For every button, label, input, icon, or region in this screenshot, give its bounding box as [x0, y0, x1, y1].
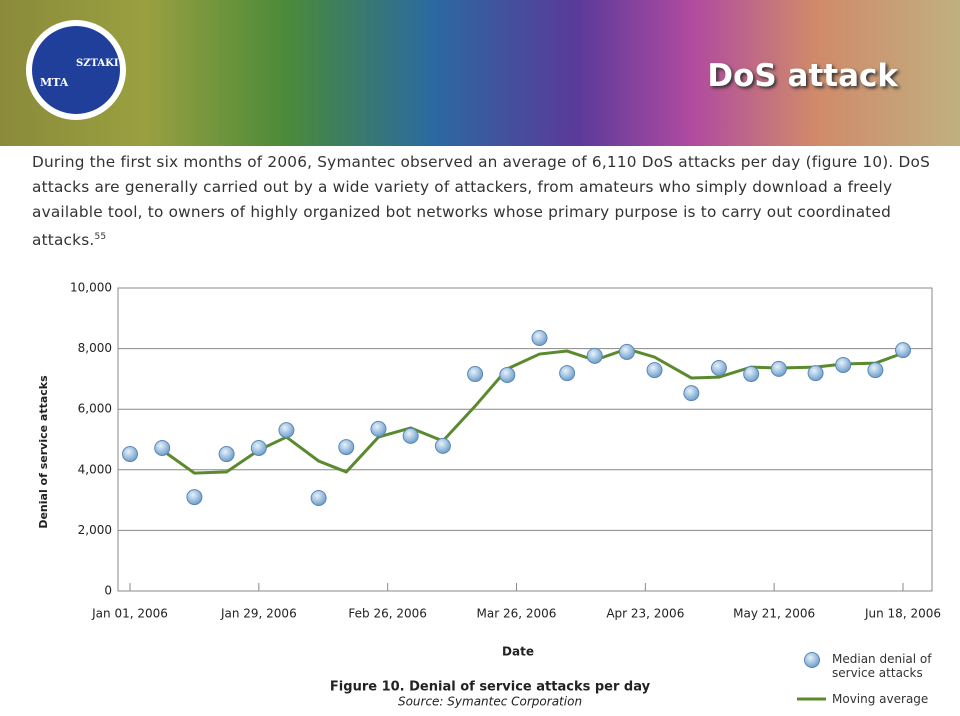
- data-point: [531, 329, 548, 346]
- y-tick-label: 6,000: [78, 402, 112, 416]
- data-point: [499, 366, 516, 383]
- logo-text: SZTAKI: [76, 58, 119, 69]
- data-point: [154, 439, 171, 456]
- data-point: [402, 427, 419, 444]
- line-series: [161, 347, 904, 475]
- footnote: 55: [94, 232, 107, 242]
- data-point: [895, 342, 911, 359]
- data-point: [835, 356, 852, 373]
- data-point: [618, 343, 635, 360]
- data-point: [467, 366, 484, 383]
- data-point: [310, 489, 327, 506]
- data-point: [186, 489, 203, 506]
- figure-source: Source: Symantec Corporation: [398, 695, 582, 709]
- data-point: [867, 362, 884, 379]
- y-tick-label: 0: [104, 584, 112, 598]
- y-tick-label: 8,000: [78, 341, 112, 355]
- logo: MTA SZTAKI: [26, 20, 126, 120]
- figure-caption: Figure 10. Denial of service attacks per…: [330, 680, 651, 695]
- y-tick-label: 10,000: [70, 281, 112, 295]
- data-point: [434, 437, 451, 454]
- slide-title: DoS attack: [707, 58, 898, 94]
- legend-marker: [804, 652, 820, 668]
- x-axis-label: Date: [502, 645, 534, 659]
- data-point: [559, 365, 576, 382]
- plot-frame: [117, 287, 933, 592]
- data-point: [370, 420, 387, 437]
- paragraph: During the first six months of 2006, Sym…: [32, 150, 932, 253]
- x-tick-label: Apr 23, 2006: [606, 607, 684, 621]
- data-point: [218, 446, 235, 463]
- legend-label: Median denial of service attacks: [832, 652, 932, 680]
- data-point: [743, 366, 760, 383]
- data-point: [646, 362, 663, 379]
- data-point: [338, 439, 355, 456]
- logo-text: MTA: [40, 76, 69, 89]
- data-point: [770, 360, 787, 377]
- paragraph-text: During the first six months of 2006, Sym…: [32, 153, 931, 250]
- y-tick-label: 4,000: [78, 462, 112, 476]
- x-tick-label: Jan 29, 2006: [220, 607, 297, 621]
- y-axis-label: Denial of service attacks: [37, 375, 50, 529]
- data-point: [683, 385, 700, 402]
- x-tick-label: Mar 26, 2006: [477, 607, 557, 621]
- data-point: [250, 439, 267, 456]
- x-tick-label: Jan 01, 2006: [91, 607, 168, 621]
- banner: MTA SZTAKI DoS attack: [0, 0, 960, 146]
- y-tick-label: 2,000: [78, 523, 112, 537]
- x-tick-label: May 21, 2006: [733, 607, 815, 621]
- data-point: [122, 446, 138, 463]
- data-point: [586, 347, 603, 364]
- x-tick-label: Feb 26, 2006: [348, 607, 427, 621]
- legend-label: Moving average: [832, 692, 929, 706]
- data-point: [278, 422, 295, 439]
- data-point: [710, 359, 727, 376]
- x-tick-label: Jun 18, 2006: [864, 607, 941, 621]
- data-point: [807, 365, 824, 382]
